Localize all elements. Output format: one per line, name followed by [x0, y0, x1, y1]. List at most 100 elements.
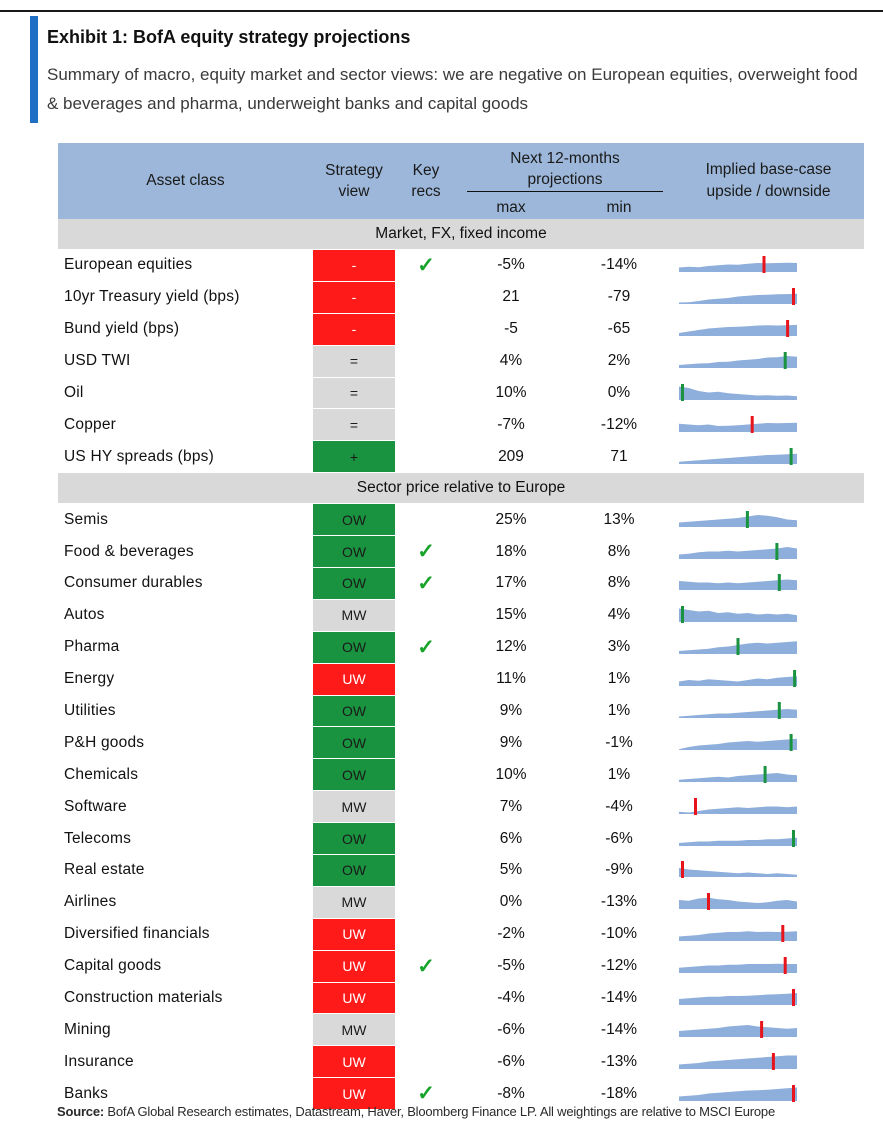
implied-sparkline: [679, 638, 797, 656]
projection-max: -7%: [457, 408, 565, 442]
key-rec-check: ✓: [395, 631, 457, 664]
projection-min: -12%: [565, 408, 673, 442]
projection-min: 13%: [565, 503, 673, 537]
sparkline-marker: [786, 320, 790, 338]
projection-max: 18%: [457, 535, 565, 569]
projection-max: -4%: [457, 982, 565, 1015]
projection-max: 0%: [457, 886, 565, 919]
projection-min: 1%: [565, 758, 673, 792]
projection-min: 2%: [565, 345, 673, 378]
strategy-view-cell: MW: [313, 886, 395, 919]
sparkline-marker: [789, 733, 793, 751]
table-row: 10yr Treasury yield (bps) - 21 -79: [58, 281, 864, 314]
strategy-view-cell: =: [313, 408, 395, 442]
projection-max: 10%: [457, 758, 565, 792]
strategy-view-cell: OW: [313, 854, 395, 887]
asset-name: Banks: [58, 1077, 313, 1111]
table-row: Banks UW ✓ -8% -18%: [58, 1077, 864, 1111]
asset-name: Food & beverages: [58, 535, 313, 569]
table-row: Utilities OW 9% 1%: [58, 695, 864, 728]
sparkline-marker: [694, 797, 697, 815]
table-row: Semis OW 25% 13%: [58, 503, 864, 537]
asset-name: USD TWI: [58, 345, 313, 378]
strategy-view-cell: -: [313, 313, 395, 346]
implied-sparkline-cell: [673, 886, 864, 919]
implied-sparkline: [679, 320, 797, 338]
sparkline-area: [679, 837, 797, 846]
header-projections: Next 12-months projections: [457, 143, 673, 197]
sparkline-area: [679, 514, 797, 527]
sparkline-marker: [792, 829, 795, 847]
key-rec-check: [395, 726, 457, 760]
projection-min: -65: [565, 313, 673, 346]
asset-name: 10yr Treasury yield (bps): [58, 281, 313, 314]
projection-min: 0%: [565, 377, 673, 410]
projection-max: 7%: [457, 790, 565, 824]
key-rec-check: [395, 1045, 457, 1079]
projection-max: 17%: [457, 567, 565, 600]
header-max: max: [457, 197, 565, 219]
sparkline-area: [679, 868, 797, 878]
implied-sparkline: [679, 861, 797, 879]
projection-max: 6%: [457, 822, 565, 856]
projection-max: 11%: [457, 663, 565, 696]
top-rule: [0, 10, 883, 12]
sparkline-area: [679, 738, 797, 750]
table-row: Autos MW 15% 4%: [58, 599, 864, 632]
table-row: Insurance UW -6% -13%: [58, 1045, 864, 1079]
implied-sparkline: [679, 384, 797, 401]
projection-max: 25%: [457, 503, 565, 537]
table-row: Real estate OW 5% -9%: [58, 854, 864, 887]
asset-name: Airlines: [58, 886, 313, 919]
asset-name: Telecoms: [58, 822, 313, 856]
implied-sparkline-cell: [673, 695, 864, 728]
asset-name: Copper: [58, 408, 313, 442]
table-row: Consumer durables OW ✓ 17% 8%: [58, 567, 864, 600]
sparkline-area: [679, 806, 797, 814]
projection-max: -5%: [457, 249, 565, 282]
section-row: Sector price relative to Europe: [58, 472, 864, 505]
exhibit-title: Exhibit 1: BofA equity strategy projecti…: [47, 27, 411, 47]
implied-sparkline-cell: [673, 982, 864, 1015]
implied-sparkline: [679, 1052, 797, 1070]
table-row: Construction materials UW -4% -14%: [58, 982, 864, 1015]
implied-sparkline: [679, 1020, 797, 1038]
strategy-view-cell: UW: [313, 918, 395, 951]
projection-max: 12%: [457, 631, 565, 664]
implied-sparkline-cell: [673, 663, 864, 696]
projection-min: -13%: [565, 886, 673, 919]
asset-name: Pharma: [58, 631, 313, 664]
projection-min: -4%: [565, 790, 673, 824]
asset-name: Capital goods: [58, 950, 313, 983]
implied-sparkline-cell: [673, 567, 864, 600]
table-row: Energy UW 11% 1%: [58, 663, 864, 696]
implied-sparkline-cell: [673, 503, 864, 537]
strategy-view-cell: +: [313, 440, 395, 474]
asset-name: Energy: [58, 663, 313, 696]
header-key-recs: Key recs: [395, 143, 457, 219]
sparkline-marker: [681, 861, 684, 879]
strategy-view-cell: OW: [313, 503, 395, 537]
key-rec-check: ✓: [395, 567, 457, 600]
projection-min: 1%: [565, 695, 673, 728]
source-text: BofA Global Research estimates, Datastre…: [104, 1104, 775, 1119]
sparkline-marker: [771, 1052, 775, 1070]
strategy-view-cell: MW: [313, 599, 395, 632]
strategy-view-cell: -: [313, 249, 395, 282]
implied-sparkline: [679, 352, 797, 370]
key-rec-check: [395, 790, 457, 824]
projection-min: -18%: [565, 1077, 673, 1111]
source-footnote: Source: BofA Global Research estimates, …: [57, 1104, 775, 1119]
projection-max: 5%: [457, 854, 565, 887]
projection-max: -5%: [457, 950, 565, 983]
implied-sparkline: [679, 702, 797, 720]
projection-min: 3%: [565, 631, 673, 664]
asset-name: European equities: [58, 249, 313, 282]
sparkline-area: [679, 453, 797, 464]
strategy-view-cell: OW: [313, 631, 395, 664]
projection-min: -14%: [565, 249, 673, 282]
source-label: Source:: [57, 1104, 105, 1119]
implied-sparkline-cell: [673, 313, 864, 346]
projection-min: -13%: [565, 1045, 673, 1079]
strategy-view-cell: UW: [313, 1045, 395, 1079]
